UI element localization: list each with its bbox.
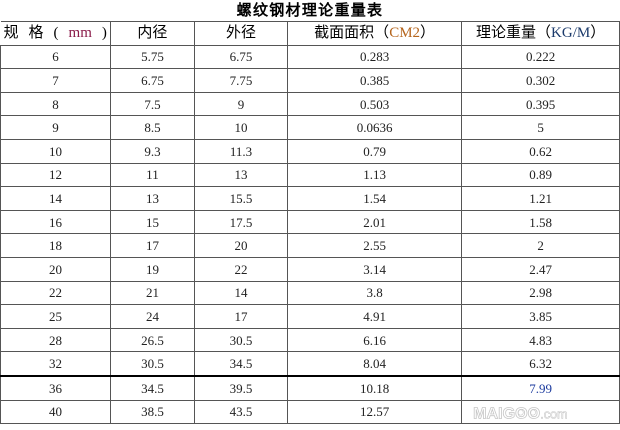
svg-text:.com: .com	[540, 407, 567, 421]
